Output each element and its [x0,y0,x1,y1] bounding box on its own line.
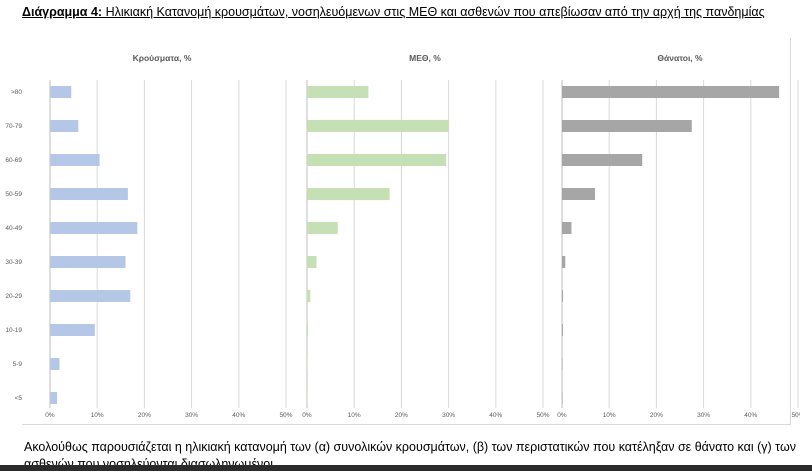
figure-caption-lead: Διάγραμμα 4: [22,5,103,19]
x-tick-label: 10% [603,412,616,419]
x-tick-label: 40% [744,412,757,419]
category-label: 30-39 [5,259,22,266]
bar [562,358,563,370]
bar [562,154,643,166]
category-label: 70-79 [5,123,22,130]
category-label: 50-59 [5,191,22,198]
category-label: 40-49 [5,225,22,232]
bar [50,358,60,370]
category-label: 60-69 [5,157,22,164]
bar [50,188,128,200]
x-tick-label: 0% [302,412,312,419]
bar [562,188,596,200]
bar [307,358,308,370]
category-label: 10-19 [5,327,22,334]
category-label: 5-9 [13,361,23,368]
category-label: <5 [15,395,23,402]
panel-title: Κρούσματα, % [133,53,192,63]
x-tick-label: 50% [791,412,800,419]
bar [562,324,563,336]
bar [307,188,390,200]
bar [50,120,79,132]
panel-title: ΜΕΘ, % [409,53,441,63]
bar [562,392,563,404]
x-tick-label: 20% [138,412,151,419]
bar [307,256,317,268]
bar [307,222,338,234]
bar [562,256,566,268]
bar [562,86,780,98]
bar [307,120,449,132]
bottom-toolbar-strip [0,465,812,471]
bar [307,154,447,166]
x-tick-label: 50% [279,412,292,419]
bar [50,256,126,268]
x-tick-label: 40% [489,412,502,419]
age-distribution-chart: >80 70-79 60-69 50-59 40-49 30-39 20-29 10-19 5-… [5,53,800,419]
bar [50,290,131,302]
bar [562,120,692,132]
figure-caption: Διάγραμμα 4: Ηλικιακή Κατανομή κρουσμάτω… [22,4,812,21]
x-tick-label: 30% [442,412,455,419]
panel-title: Θάνατοι, % [657,53,703,63]
figure-caption-text: Ηλικιακή Κατανομή κρουσμάτων, νοσηλευόμε… [105,5,765,19]
bar [307,86,369,98]
bar [50,86,72,98]
x-tick-label: 50% [536,412,549,419]
x-tick-label: 30% [697,412,710,419]
bar [307,392,308,404]
bar [50,392,58,404]
bar [50,154,100,166]
bar [50,324,95,336]
x-tick-label: 30% [185,412,198,419]
bar [307,290,311,302]
x-tick-label: 20% [650,412,663,419]
x-tick-label: 10% [348,412,361,419]
category-label: 20-29 [5,293,22,300]
x-tick-label: 0% [45,412,55,419]
x-tick-label: 0% [557,412,567,419]
bar [562,222,572,234]
x-tick-label: 10% [91,412,104,419]
category-label: >80 [11,89,22,96]
x-tick-label: 40% [232,412,245,419]
bar [307,324,308,336]
chart-area [22,38,791,425]
bar [50,222,138,234]
x-tick-label: 20% [395,412,408,419]
bar [562,290,563,302]
